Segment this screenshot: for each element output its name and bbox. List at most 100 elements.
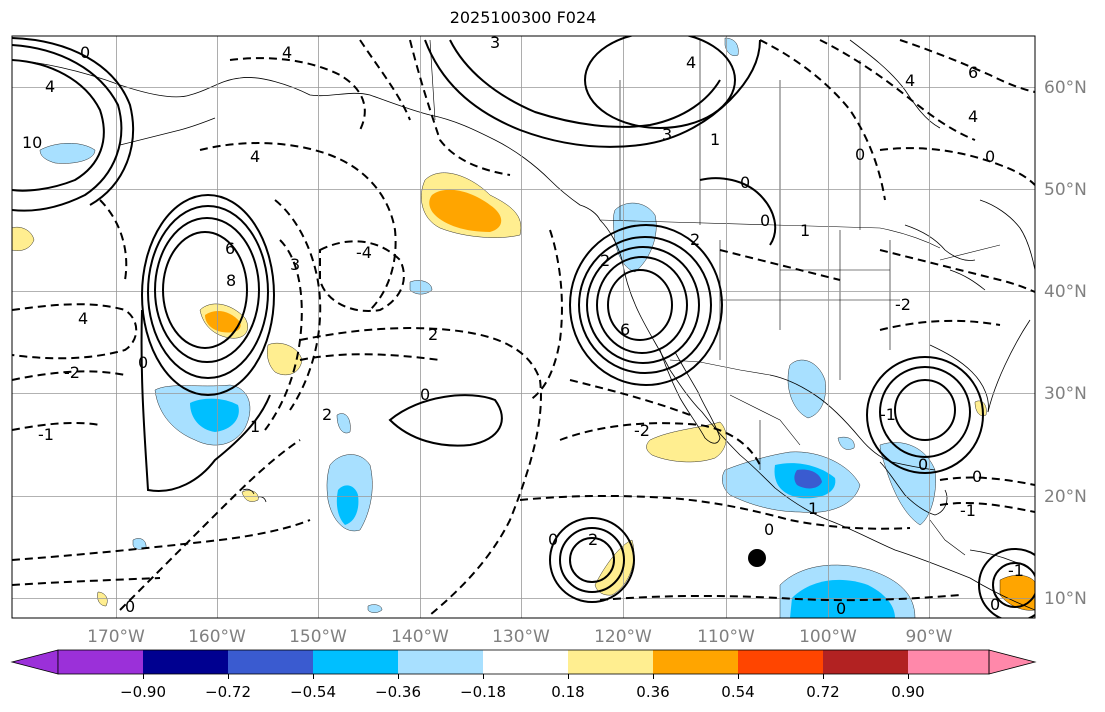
border-mexico-states bbox=[729, 394, 801, 470]
contour-label: -2 bbox=[895, 295, 911, 314]
gridlines bbox=[12, 36, 1035, 618]
coastline-aleutians bbox=[119, 117, 216, 146]
colorbar-segment bbox=[568, 650, 654, 674]
negative-anomaly-small-6 bbox=[837, 436, 855, 450]
contour-dashed-14 bbox=[12, 577, 161, 586]
contour-label: -2 bbox=[64, 363, 80, 382]
contour-label: 10 bbox=[22, 133, 42, 152]
negative-anomaly-small-4 bbox=[336, 413, 351, 434]
lat-label: 60°N bbox=[1044, 78, 1087, 98]
contour-label: 2 bbox=[588, 530, 598, 549]
colorbar-label: −0.90 bbox=[120, 683, 166, 701]
contour-label: 2 bbox=[322, 405, 332, 424]
contour-label: -2 bbox=[634, 421, 650, 440]
contour-label: -1 bbox=[1008, 561, 1024, 580]
negative-anomaly-mexico-strong bbox=[794, 469, 822, 489]
ocean-background bbox=[12, 36, 1035, 618]
contour-label: 0 bbox=[918, 455, 928, 474]
contour-label: 1 bbox=[800, 221, 810, 240]
contour-label: 0 bbox=[760, 211, 770, 230]
coastline-great-lakes bbox=[904, 224, 986, 291]
positive-anomaly-west-edge bbox=[12, 227, 35, 251]
contour-hurricane-3 bbox=[549, 517, 635, 603]
contour-label: 0 bbox=[985, 147, 995, 166]
contour-dashed-20 bbox=[759, 39, 886, 201]
contour-label: 4 bbox=[968, 107, 978, 126]
positive-anomaly-gulf-of-alaska-core bbox=[429, 189, 502, 232]
contour-north-ridge bbox=[424, 39, 761, 148]
shaded-anomalies bbox=[12, 37, 1035, 618]
contour-label: 0 bbox=[125, 597, 135, 616]
contour-gulf-low-1 bbox=[894, 379, 956, 441]
positive-anomaly-caribbean bbox=[999, 575, 1035, 611]
border-canada-provinces bbox=[619, 40, 861, 230]
contour-dashed-15 bbox=[119, 439, 301, 611]
contour-label: 4 bbox=[78, 309, 88, 328]
negative-anomaly-hawaii-south-core bbox=[190, 398, 239, 432]
contour-california-low-2 bbox=[596, 256, 688, 354]
contour-dashed-13 bbox=[12, 519, 311, 561]
contour-dashed-3 bbox=[12, 421, 101, 431]
contour-label: 0 bbox=[80, 43, 90, 62]
map-title: 2025100300 F024 bbox=[449, 8, 597, 27]
lon-label: 90°W bbox=[906, 627, 953, 647]
political-borders bbox=[429, 39, 1001, 556]
lon-label: 120°W bbox=[594, 627, 652, 647]
positive-anomaly-hawaii-north-core bbox=[205, 310, 241, 333]
coastline-florida bbox=[929, 344, 989, 413]
coastline-baja bbox=[659, 349, 721, 444]
contour-dashed-7 bbox=[199, 142, 397, 311]
contour-dashed-17 bbox=[569, 379, 691, 416]
contour-label: -1 bbox=[880, 405, 896, 424]
colorbar-label: −0.36 bbox=[375, 683, 421, 701]
contour-hurricane-2 bbox=[559, 527, 625, 593]
colorbar-label: −0.18 bbox=[460, 683, 506, 701]
coastline-west-coast bbox=[599, 219, 1035, 611]
contour-label: 0 bbox=[138, 353, 148, 372]
colorbar-segment bbox=[58, 650, 144, 674]
colorbar-label: −0.54 bbox=[290, 683, 336, 701]
negative-anomaly-central-pacific-core bbox=[336, 485, 359, 525]
contour-label: 0 bbox=[836, 599, 846, 618]
contour-label: 0 bbox=[990, 595, 1000, 614]
border-us-mexico bbox=[669, 359, 771, 376]
contour-central-ridge bbox=[388, 394, 503, 447]
contour-label: 6 bbox=[225, 239, 235, 258]
contour-dashed-28 bbox=[719, 249, 841, 281]
contour-dashed-2 bbox=[12, 370, 126, 381]
colorbar-extend-high bbox=[988, 649, 1037, 675]
colorbar-label: 0.36 bbox=[636, 683, 669, 701]
contour-label: -1 bbox=[38, 425, 54, 444]
contour-dashed-6 bbox=[229, 57, 366, 131]
colorbar-segment bbox=[823, 650, 909, 674]
colorbar-segment bbox=[483, 650, 569, 674]
contour-label: 0 bbox=[420, 385, 430, 404]
negative-anomaly-tropical-east-core bbox=[790, 579, 895, 618]
contour-label: 1 bbox=[250, 417, 260, 436]
colorbar-segment bbox=[653, 650, 739, 674]
negative-anomaly-small-1 bbox=[409, 280, 433, 295]
contour-dashed-1 bbox=[12, 303, 138, 360]
contour-dashed-12 bbox=[409, 39, 511, 176]
contour-dashed-18 bbox=[519, 494, 911, 530]
lat-label: 20°N bbox=[1044, 487, 1087, 507]
contour-hudson-high bbox=[584, 36, 736, 129]
contour-hawaii-high-1 bbox=[162, 231, 248, 349]
latitude-axis: 60°N 50°N 40°N 30°N 20°N 10°N bbox=[1044, 78, 1087, 609]
colorbar-label: 0.54 bbox=[721, 683, 754, 701]
contour-label: 2 bbox=[690, 230, 700, 249]
contour-dashed-27 bbox=[939, 501, 1035, 513]
colorbar-segment bbox=[738, 650, 824, 674]
contour-dashed-24 bbox=[879, 249, 1035, 293]
coastline-east-coast bbox=[987, 319, 1031, 413]
border-us-states bbox=[719, 228, 900, 380]
contour-dashed-16 bbox=[559, 422, 761, 466]
contour-gulf-low-2 bbox=[879, 366, 971, 458]
contour-label: 0 bbox=[740, 173, 750, 192]
contour-hurricane-1 bbox=[569, 537, 615, 583]
contour-caribbean-low-2 bbox=[978, 548, 1035, 618]
contour-california-low-1 bbox=[607, 269, 673, 341]
contour-label: 1 bbox=[808, 499, 818, 518]
contour-west-edge-2 bbox=[12, 44, 123, 212]
